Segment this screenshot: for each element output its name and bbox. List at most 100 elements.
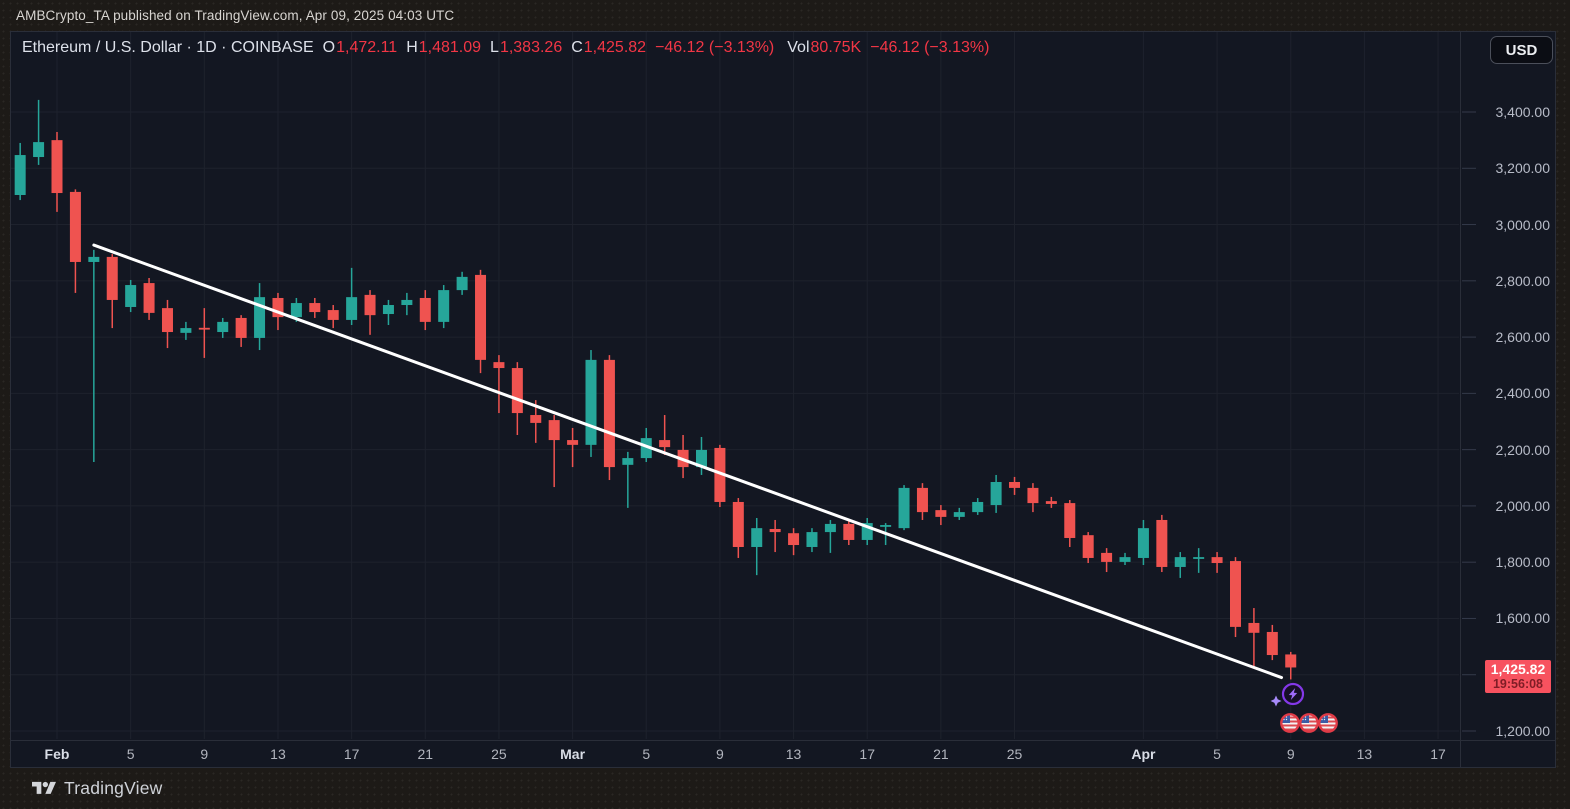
candle[interactable] bbox=[1156, 514, 1168, 573]
candle[interactable] bbox=[1248, 608, 1260, 668]
candle[interactable] bbox=[382, 299, 394, 325]
candle[interactable] bbox=[843, 519, 855, 546]
candle-body bbox=[972, 501, 984, 513]
candle-body bbox=[1045, 501, 1057, 504]
candle[interactable] bbox=[217, 317, 229, 338]
candle[interactable] bbox=[14, 142, 26, 201]
candle[interactable] bbox=[493, 355, 505, 414]
candle-body bbox=[382, 305, 394, 315]
candle[interactable] bbox=[161, 299, 173, 349]
us-flag-event-icon[interactable] bbox=[1280, 713, 1300, 733]
candle[interactable] bbox=[106, 254, 118, 329]
candle[interactable] bbox=[824, 519, 836, 553]
ohlc-values: O 1,472.11 H 1,481.09 L 1,383.26 C 1,425.82 bbox=[323, 39, 646, 57]
candle[interactable] bbox=[69, 189, 81, 293]
price-axis-label: 3,000.00 bbox=[1495, 216, 1551, 233]
candle-body bbox=[1009, 481, 1021, 488]
candle-body bbox=[364, 294, 376, 316]
candle[interactable] bbox=[1137, 519, 1149, 565]
volume-value: 80.75K bbox=[810, 39, 862, 56]
currency-toggle-button[interactable]: USD bbox=[1490, 36, 1553, 64]
candle[interactable] bbox=[1285, 651, 1297, 680]
candle[interactable] bbox=[751, 518, 763, 576]
candle-body bbox=[916, 487, 928, 513]
candle[interactable] bbox=[622, 451, 634, 508]
candle[interactable] bbox=[714, 444, 726, 508]
candle[interactable] bbox=[603, 355, 615, 481]
candle[interactable] bbox=[1064, 500, 1076, 547]
candle[interactable] bbox=[1193, 548, 1205, 573]
candle[interactable] bbox=[1027, 483, 1039, 513]
candle[interactable] bbox=[916, 483, 928, 520]
candle[interactable] bbox=[806, 528, 818, 553]
candle-body bbox=[935, 510, 947, 517]
candle-body bbox=[622, 458, 634, 465]
us-flag-event-icon[interactable] bbox=[1318, 713, 1338, 733]
candle[interactable] bbox=[585, 350, 597, 457]
candle[interactable] bbox=[33, 99, 45, 165]
candle[interactable] bbox=[1101, 548, 1113, 573]
candle-body bbox=[824, 523, 836, 533]
candle[interactable] bbox=[695, 436, 707, 475]
candle[interactable] bbox=[1174, 552, 1186, 578]
candle[interactable] bbox=[990, 474, 1002, 513]
tradingview-logo-text: TradingView bbox=[64, 777, 163, 798]
candle[interactable] bbox=[677, 435, 689, 479]
chart-panel bbox=[10, 31, 1556, 768]
candle-body bbox=[695, 449, 707, 468]
time-axis-label: Apr bbox=[1131, 746, 1156, 762]
candle[interactable] bbox=[548, 415, 560, 488]
candle-body bbox=[732, 501, 744, 547]
candle[interactable] bbox=[953, 507, 965, 520]
candle[interactable] bbox=[180, 321, 192, 340]
candle[interactable] bbox=[659, 415, 671, 455]
candle[interactable] bbox=[788, 528, 800, 556]
candle[interactable] bbox=[1229, 557, 1241, 638]
candle[interactable] bbox=[456, 271, 468, 295]
candle[interactable] bbox=[1119, 552, 1131, 565]
time-axis-label: Feb bbox=[44, 746, 70, 762]
candle[interactable] bbox=[475, 269, 487, 374]
candle[interactable] bbox=[88, 249, 100, 463]
candle[interactable] bbox=[1009, 476, 1021, 495]
candle[interactable] bbox=[364, 290, 376, 335]
candle[interactable] bbox=[198, 308, 210, 358]
lightning-event-icon[interactable] bbox=[1270, 682, 1305, 707]
candle-body bbox=[493, 362, 505, 369]
candle[interactable] bbox=[567, 427, 579, 468]
candle[interactable] bbox=[1082, 532, 1094, 564]
price-axis-label: 2,400.00 bbox=[1495, 385, 1551, 402]
symbol-title[interactable]: Ethereum / U.S. Dollar · 1D · COINBASE bbox=[22, 39, 314, 56]
volume-label[interactable]: Vol bbox=[787, 39, 810, 56]
tradingview-logo-icon bbox=[32, 781, 56, 794]
candle[interactable] bbox=[1211, 552, 1223, 573]
candle[interactable] bbox=[327, 305, 339, 329]
candle[interactable] bbox=[935, 505, 947, 526]
candle-body bbox=[438, 290, 450, 322]
candles-layer bbox=[14, 99, 1297, 680]
candle[interactable] bbox=[769, 519, 781, 553]
descending-trendline[interactable] bbox=[92, 243, 1284, 680]
candle[interactable] bbox=[732, 498, 744, 558]
ohlc-l-value: L 1,383.26 bbox=[490, 39, 563, 56]
candle[interactable] bbox=[1266, 624, 1278, 661]
us-flag-event-icon[interactable] bbox=[1299, 713, 1319, 733]
candle[interactable] bbox=[438, 285, 450, 329]
candle[interactable] bbox=[254, 283, 266, 351]
candle[interactable] bbox=[51, 131, 63, 212]
candle-body bbox=[217, 321, 229, 333]
last-price-value: 1,425.82 bbox=[1490, 660, 1546, 677]
candle[interactable] bbox=[861, 518, 873, 546]
candle[interactable] bbox=[143, 278, 155, 320]
candle[interactable] bbox=[309, 297, 321, 318]
candle[interactable] bbox=[1045, 496, 1057, 508]
candle[interactable] bbox=[346, 267, 358, 325]
candle[interactable] bbox=[125, 279, 137, 313]
candle[interactable] bbox=[419, 290, 431, 331]
candle[interactable] bbox=[235, 315, 247, 347]
candle[interactable] bbox=[898, 485, 910, 531]
tradingview-watermark[interactable]: TradingView bbox=[32, 776, 163, 800]
candle[interactable] bbox=[972, 498, 984, 515]
candle[interactable] bbox=[401, 292, 413, 316]
